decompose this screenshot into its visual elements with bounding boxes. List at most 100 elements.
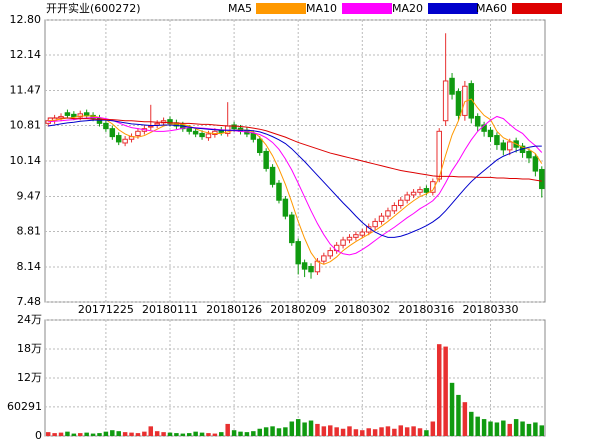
candle-body (199, 132, 205, 138)
legend-swatch (342, 3, 392, 14)
candle-body (449, 77, 455, 95)
candle-body (430, 181, 436, 193)
volume-bar (174, 433, 179, 436)
candle-body (289, 214, 295, 244)
volume-bar (417, 428, 423, 436)
legend-label: MA5 (228, 2, 252, 15)
candle-body (487, 129, 494, 138)
candle-body (205, 133, 212, 139)
candle-body (539, 168, 545, 190)
x-tick-label: 20180330 (463, 303, 519, 316)
candle-body (410, 191, 417, 196)
volume-bar (379, 427, 384, 436)
volume-tick-label: 18万 (17, 342, 42, 355)
candle-body (71, 113, 77, 118)
volume-bar (308, 420, 314, 436)
volume-bar (366, 428, 371, 436)
volume-tick-label: 12万 (17, 371, 42, 384)
volume-bar (186, 433, 192, 436)
ma-line (48, 115, 543, 256)
candle-body (308, 265, 314, 273)
candle-body (398, 199, 404, 207)
legend-swatch (512, 3, 562, 14)
volume-bar (295, 419, 301, 436)
volume-tick-label: 24万 (17, 313, 42, 326)
volume-bar (225, 423, 230, 436)
volume-bar (270, 426, 275, 436)
volume-bar (430, 421, 436, 436)
volume-bar (58, 432, 64, 436)
volume-bar (340, 428, 346, 436)
candle-body (327, 250, 333, 257)
candle-body (295, 241, 301, 265)
candle-body (115, 135, 122, 143)
volume-bar (481, 419, 487, 436)
volume-bar (180, 433, 186, 436)
y-tick-label: 12.80 (10, 13, 42, 26)
ma-line (48, 98, 543, 265)
candle-body (263, 150, 269, 169)
y-tick-label: 10.81 (10, 118, 42, 131)
volume-bar (392, 428, 397, 436)
candle-body (96, 117, 103, 124)
y-tick-label: 8.81 (17, 225, 42, 238)
volume-bar (231, 430, 237, 436)
volume-bar (199, 432, 205, 436)
volume-bar (424, 430, 429, 436)
volume-bar (315, 423, 320, 436)
volume-bar (276, 428, 282, 436)
volume-bar (494, 422, 500, 436)
volume-bar (475, 416, 480, 436)
volume-bar (154, 431, 160, 436)
volume-bar (462, 402, 468, 436)
candle-body (321, 255, 327, 262)
volume-bar (353, 429, 359, 436)
volume-bar (135, 433, 141, 436)
candle-body (378, 215, 385, 222)
x-tick-label: 20180209 (270, 303, 326, 316)
volume-bar (398, 425, 404, 436)
x-tick-label: 20180316 (398, 303, 454, 316)
volume-bar (244, 432, 250, 436)
candle-body (64, 112, 71, 116)
candle-body (455, 91, 462, 116)
candle-body (474, 115, 481, 127)
volume-bar (526, 423, 532, 436)
volume-bar (283, 427, 288, 436)
volume-bar (385, 426, 391, 436)
volume-bar (193, 431, 198, 436)
candle-body (148, 125, 154, 128)
volume-bar (520, 421, 525, 436)
ma-line (48, 119, 542, 238)
volume-bar (122, 432, 128, 436)
volume-bar (321, 426, 327, 436)
candle-body (83, 112, 90, 116)
volume-bar (411, 426, 416, 436)
volume-bar (161, 432, 166, 436)
candle-body (500, 142, 507, 151)
y-tick-label: 11.47 (10, 84, 42, 97)
candle-body (372, 220, 378, 228)
volume-bar (251, 431, 256, 436)
candle-body (404, 194, 410, 201)
candle-body (257, 138, 263, 154)
legend-label: MA20 (392, 2, 423, 15)
y-tick-label: 7.48 (17, 295, 42, 308)
volume-tick-label: 0 (35, 429, 42, 440)
volume-bar (404, 427, 410, 436)
volume-bar (436, 344, 442, 436)
volume-bar (263, 427, 269, 436)
candle-body (385, 210, 391, 217)
x-tick-label: 20180126 (206, 303, 262, 316)
volume-bar (501, 420, 506, 436)
candle-body (468, 83, 475, 119)
volume-bar (110, 430, 115, 436)
x-tick-label: 20171225 (78, 303, 134, 316)
volume-bar (257, 428, 262, 436)
candle-body (423, 188, 430, 193)
candle-body (192, 130, 199, 135)
volume-bar (116, 431, 121, 436)
candle-body (526, 150, 532, 159)
candle-body (346, 236, 353, 241)
legend-label: MA60 (476, 2, 507, 15)
